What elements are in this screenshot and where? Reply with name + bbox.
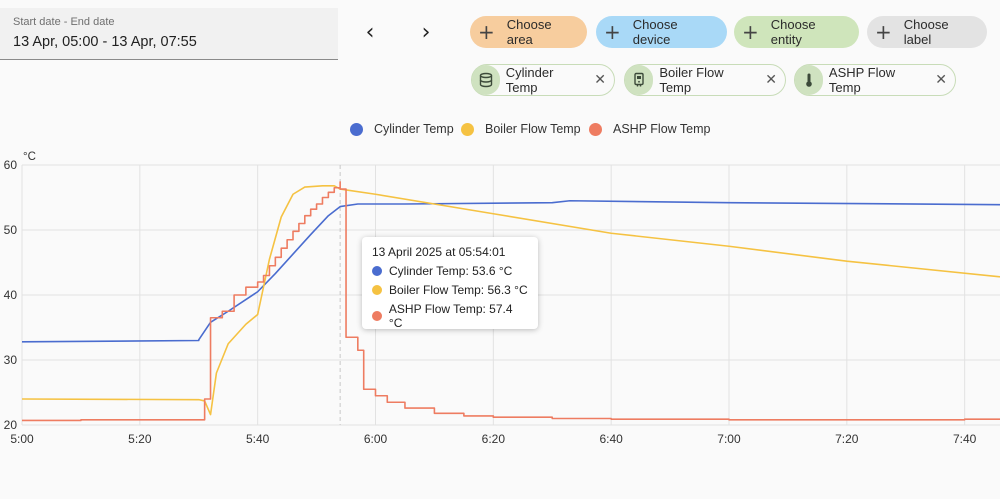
x-tick-label: 7:20 bbox=[835, 432, 859, 446]
history-chart[interactable]: 20 30 40 50 60 5:00 5:20 5:40 6:00 6:20 6:40 7:00 7:… bbox=[0, 145, 1000, 455]
x-tick-label: 7:40 bbox=[953, 432, 977, 446]
choose-label-button[interactable]: + Choose label bbox=[867, 16, 987, 48]
x-tick-label: 6:20 bbox=[482, 432, 506, 446]
plus-icon: + bbox=[742, 20, 759, 44]
series-line-ashp-flow-temp bbox=[22, 181, 1000, 422]
plus-icon: + bbox=[875, 20, 892, 44]
x-tick-label: 6:40 bbox=[599, 432, 623, 446]
choose-device-button[interactable]: + Choose device bbox=[596, 16, 727, 48]
x-tick-label: 6:00 bbox=[364, 432, 388, 446]
boiler-icon bbox=[625, 65, 654, 95]
date-range-value: 13 Apr, 05:00 - 13 Apr, 07:55 bbox=[13, 34, 197, 50]
legend-item-ashp-flow-temp[interactable]: ASHP Flow Temp bbox=[589, 122, 711, 136]
y-tick-label: 40 bbox=[4, 288, 18, 302]
tooltip-marker bbox=[372, 266, 382, 276]
series-line-cylinder-temp bbox=[21, 199, 1000, 343]
plus-icon: + bbox=[478, 20, 495, 44]
legend-marker bbox=[350, 122, 363, 136]
y-tick-label: 30 bbox=[4, 353, 18, 367]
chart-tooltip: 13 April 2025 at 05:54:01 Cylinder Temp:… bbox=[362, 237, 538, 330]
tooltip-row: Cylinder Temp: 53.6 °C bbox=[372, 264, 528, 278]
legend-item-boiler-flow-temp[interactable]: Boiler Flow Temp bbox=[461, 122, 581, 136]
tooltip-marker bbox=[372, 285, 382, 295]
selected-entity-chip: Cylinder Temp ✕ bbox=[471, 64, 615, 96]
plus-icon: + bbox=[604, 20, 621, 44]
x-tick-label: 5:00 bbox=[10, 432, 34, 446]
cylinder-icon bbox=[472, 65, 500, 95]
tooltip-row: Boiler Flow Temp: 56.3 °C bbox=[372, 283, 528, 297]
thermometer-icon bbox=[795, 65, 823, 95]
remove-entity-icon[interactable]: ✕ bbox=[935, 72, 947, 88]
remove-entity-icon[interactable]: ✕ bbox=[594, 72, 606, 88]
series-line-boiler-flow-temp bbox=[21, 185, 1000, 416]
x-tick-label: 5:20 bbox=[128, 432, 152, 446]
legend-marker bbox=[461, 122, 474, 136]
tooltip-marker bbox=[372, 311, 382, 321]
remove-entity-icon[interactable]: ✕ bbox=[765, 72, 777, 88]
x-tick-label: 7:00 bbox=[717, 432, 741, 446]
chevron-right-icon: › bbox=[421, 20, 431, 45]
choose-area-label: Choose area bbox=[506, 17, 552, 47]
legend-marker bbox=[589, 122, 602, 136]
choose-entity-button[interactable]: + Choose entity bbox=[734, 16, 859, 48]
date-range-label: Start date - End date bbox=[13, 16, 115, 28]
choose-entity-label: Choose entity bbox=[770, 17, 816, 47]
tooltip-title: 13 April 2025 at 05:54:01 bbox=[372, 245, 506, 259]
choose-area-button[interactable]: + Choose area bbox=[470, 16, 587, 48]
legend-item-cylinder-temp[interactable]: Cylinder Temp bbox=[350, 122, 454, 136]
y-axis-label: °C bbox=[23, 151, 36, 163]
tooltip-value: Cylinder Temp: 53.6 °C bbox=[389, 264, 513, 278]
chart-legend: Cylinder Temp Boiler Flow Temp ASHP Flow… bbox=[0, 122, 1000, 142]
y-tick-label: 50 bbox=[4, 223, 18, 237]
legend-label: ASHP Flow Temp bbox=[613, 122, 711, 136]
selected-entity-chip: ASHP Flow Temp ✕ bbox=[794, 64, 956, 96]
selected-entity-label: ASHP Flow Temp bbox=[828, 65, 896, 95]
tooltip-row: ASHP Flow Temp: 57.4 °C bbox=[372, 302, 528, 330]
choose-device-label: Choose device bbox=[632, 17, 678, 47]
legend-label: Cylinder Temp bbox=[374, 122, 454, 136]
selected-entity-chip: Boiler Flow Temp ✕ bbox=[624, 64, 786, 96]
previous-period-button[interactable]: ‹ bbox=[355, 18, 385, 48]
selected-entity-label: Cylinder Temp bbox=[505, 65, 554, 95]
tooltip-value: ASHP Flow Temp: 57.4 °C bbox=[388, 302, 513, 330]
tooltip-value: Boiler Flow Temp: 56.3 °C bbox=[389, 283, 528, 297]
next-period-button[interactable]: › bbox=[411, 18, 441, 48]
choose-label-label: Choose label bbox=[903, 17, 949, 47]
y-tick-label: 20 bbox=[4, 418, 18, 432]
selected-entity-label: Boiler Flow Temp bbox=[659, 65, 724, 95]
x-tick-label: 5:40 bbox=[246, 432, 270, 446]
chevron-left-icon: ‹ bbox=[365, 20, 375, 45]
legend-label: Boiler Flow Temp bbox=[485, 122, 581, 136]
date-range-picker[interactable]: Start date - End date 13 Apr, 05:00 - 13… bbox=[0, 8, 338, 60]
y-tick-label: 60 bbox=[4, 158, 18, 172]
